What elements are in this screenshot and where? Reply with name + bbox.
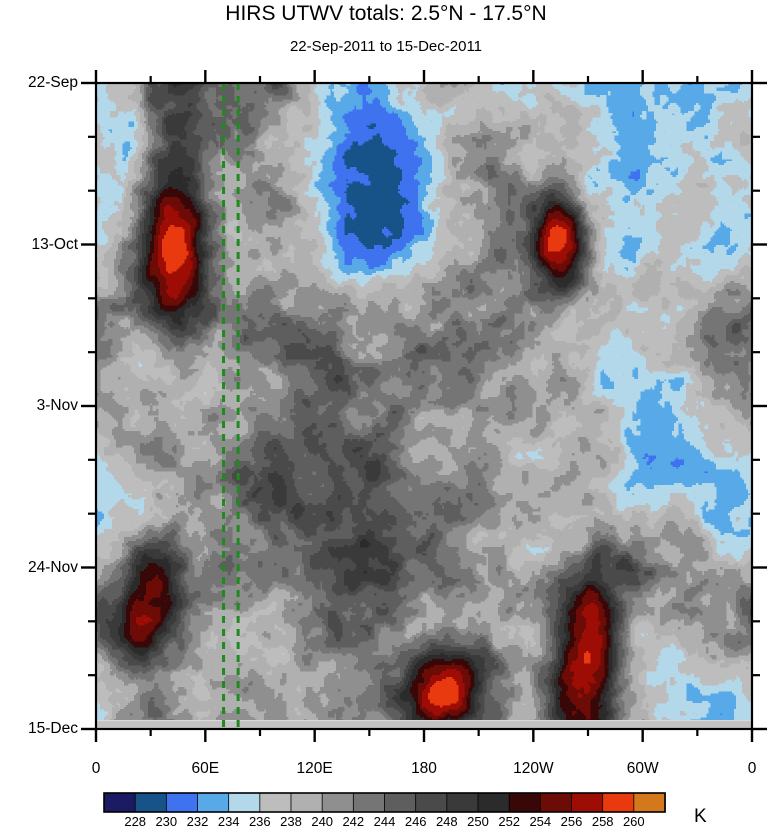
colorbar-tick-label: 258 bbox=[591, 814, 614, 829]
colorbar-tick-label: 248 bbox=[435, 814, 458, 829]
y-axis-tick-label: 22-Sep bbox=[28, 74, 78, 91]
colorbar-tick-label: 244 bbox=[373, 814, 396, 829]
colorbar-tick-label: 254 bbox=[529, 814, 552, 829]
colorbar-tick-label: 250 bbox=[467, 814, 489, 829]
colorbar-tick-label: 228 bbox=[124, 814, 147, 829]
colorbar-cell bbox=[602, 792, 635, 813]
colorbar-cell bbox=[352, 792, 386, 813]
y-axis-tick-label: 15-Dec bbox=[28, 720, 78, 737]
x-axis-tick-label: 180 bbox=[411, 760, 437, 777]
colorbar-cell bbox=[384, 792, 417, 813]
x-axis-tick-label: 60E bbox=[191, 760, 220, 777]
colorbar-tick-label: 242 bbox=[342, 814, 365, 829]
colorbar-tick-label: 256 bbox=[560, 814, 583, 829]
colorbar-cell bbox=[633, 792, 666, 813]
colorbar-cell bbox=[571, 792, 604, 813]
page-title: HIRS UTWV totals: 2.5°N - 17.5°N bbox=[225, 2, 547, 25]
colorbar-cell bbox=[477, 792, 510, 813]
colorbar-unit-label: K bbox=[694, 806, 707, 827]
colorbar-tick-label: 252 bbox=[498, 814, 521, 829]
colorbar-cell bbox=[165, 792, 199, 813]
figure-subtitle: 22-Sep-2011 to 15-Dec-2011 bbox=[289, 38, 483, 55]
x-axis-tick-label: 120E bbox=[296, 760, 333, 777]
x-axis-tick-label: 120W bbox=[513, 760, 554, 777]
x-axis-tick-label: 0 bbox=[91, 760, 101, 777]
colorbar-cell bbox=[197, 792, 230, 813]
x-axis-tick-label: 60W bbox=[626, 760, 659, 777]
colorbar-tick-label: 246 bbox=[404, 814, 427, 829]
colorbar bbox=[103, 792, 666, 813]
colorbar-cell bbox=[321, 792, 355, 813]
colorbar-tick-label: 234 bbox=[217, 814, 240, 829]
colorbar-cell bbox=[290, 792, 323, 813]
colorbar-cell bbox=[539, 792, 573, 813]
colorbar-cell bbox=[134, 792, 168, 813]
y-axis-tick-label: 24-Nov bbox=[28, 558, 78, 576]
colorbar-cell bbox=[415, 792, 448, 813]
colorbar-cell bbox=[508, 792, 542, 813]
colorbar-cell bbox=[446, 792, 479, 813]
annotation-lines bbox=[222, 83, 240, 729]
axes-and-ticks bbox=[81, 70, 767, 742]
colorbar-tick-label: 238 bbox=[280, 814, 302, 829]
y-axis-tick-label: 13-Oct bbox=[31, 235, 78, 253]
colorbar-tick-label: 260 bbox=[622, 814, 645, 829]
colorbar-cell bbox=[228, 792, 261, 813]
x-axis-tick-label: 0 bbox=[747, 760, 757, 777]
colorbar-cell bbox=[103, 792, 136, 813]
colorbar-tick-label: 230 bbox=[155, 814, 178, 829]
colorbar-cell bbox=[259, 792, 292, 813]
colorbar-tick-label: 240 bbox=[311, 814, 334, 829]
contour-field bbox=[96, 83, 752, 729]
y-axis-labels: 22-Sep 13-Oct 3-Nov 24-Nov 15-Dec bbox=[0, 0, 78, 834]
colorbar-tick-label: 232 bbox=[186, 814, 209, 829]
y-axis-tick-label: 3-Nov bbox=[36, 397, 78, 414]
colorbar-tick-label: 236 bbox=[248, 814, 271, 829]
